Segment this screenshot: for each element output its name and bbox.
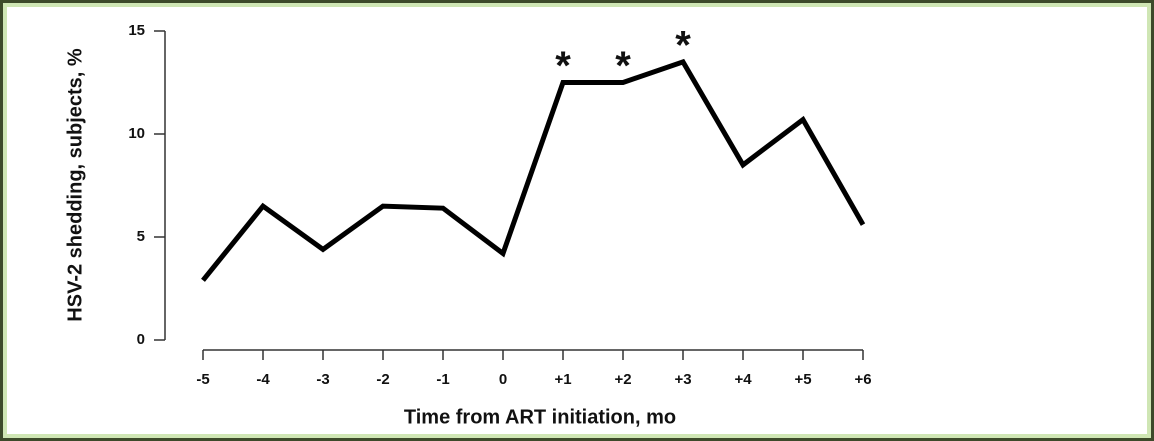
frame-inner bbox=[3, 3, 1151, 438]
x-tick-label: -2 bbox=[376, 371, 389, 388]
x-tick-label: -5 bbox=[196, 371, 209, 388]
x-tick-label: -1 bbox=[436, 371, 449, 388]
y-tick-label: 15 bbox=[128, 22, 145, 39]
data-line bbox=[201, 58, 866, 282]
annotation: * bbox=[675, 23, 691, 67]
x-tick-label: +6 bbox=[854, 371, 871, 388]
x-tick-label: +1 bbox=[554, 371, 571, 388]
y-tick-label: 5 bbox=[137, 228, 145, 245]
annotation: * bbox=[615, 44, 631, 88]
x-tick-label: +2 bbox=[614, 371, 631, 388]
y-tick-label: 10 bbox=[128, 125, 145, 142]
x-tick-label: 0 bbox=[499, 371, 507, 388]
annotation: * bbox=[555, 44, 571, 88]
y-tick-label: 0 bbox=[137, 331, 145, 348]
y-axis-title: HSV-2 shedding, subjects, % bbox=[64, 48, 86, 322]
x-tick-label: -4 bbox=[256, 371, 270, 388]
x-tick-label: -3 bbox=[316, 371, 329, 388]
x-tick-label: +4 bbox=[734, 371, 752, 388]
x-tick-label: +3 bbox=[674, 371, 691, 388]
x-axis-title: Time from ART initiation, mo bbox=[404, 406, 676, 428]
x-tick-label: +5 bbox=[794, 371, 811, 388]
